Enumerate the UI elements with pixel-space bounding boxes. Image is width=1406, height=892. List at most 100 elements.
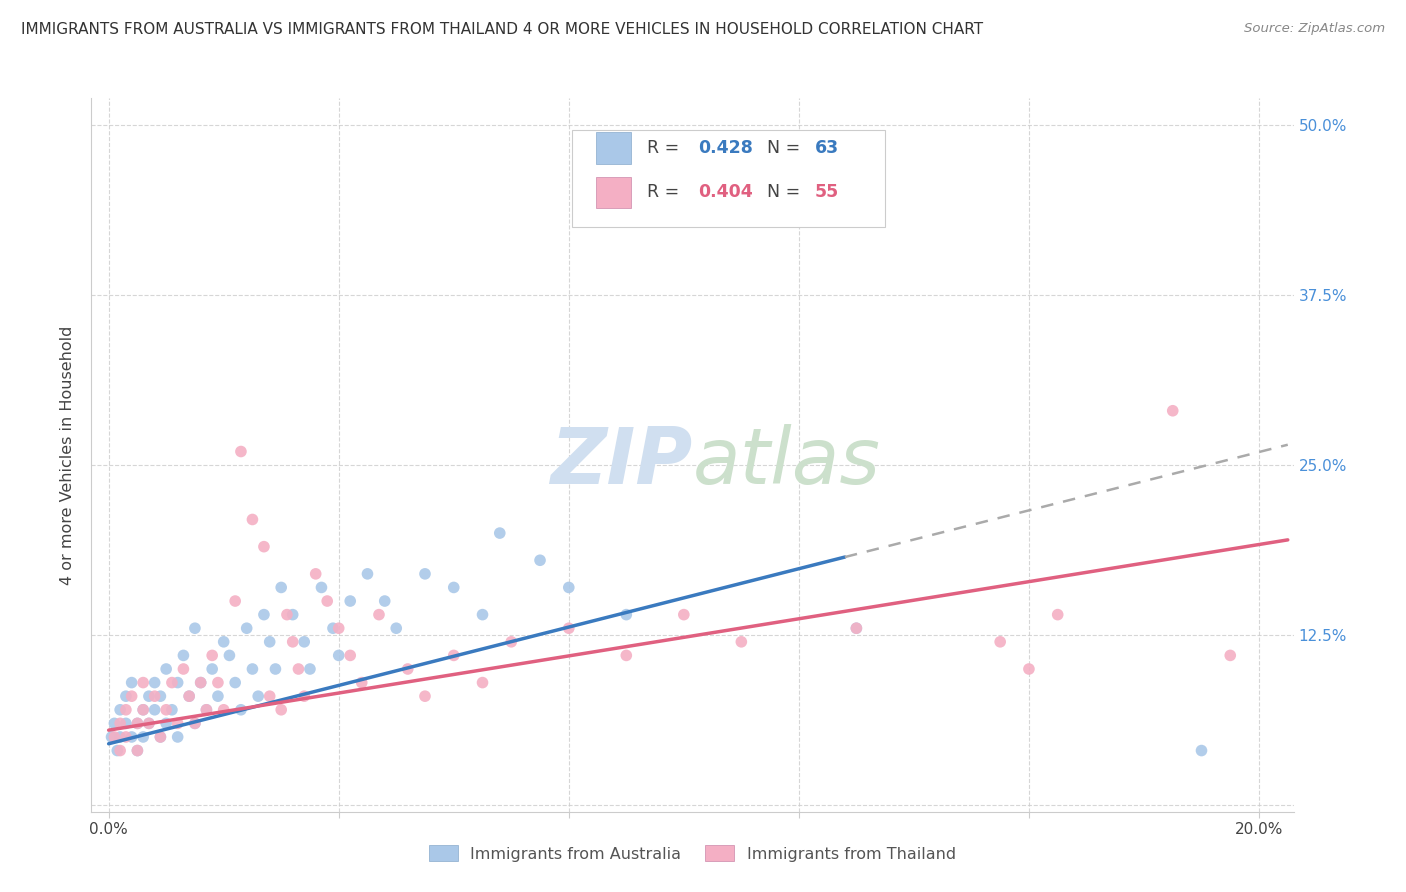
Point xyxy=(103,730,125,744)
Point xyxy=(132,675,155,690)
Point xyxy=(132,703,155,717)
Point xyxy=(127,716,149,731)
Point xyxy=(339,594,361,608)
Point xyxy=(108,743,131,757)
Point xyxy=(281,635,304,649)
Point xyxy=(356,566,378,581)
Point xyxy=(115,730,138,744)
Text: 55: 55 xyxy=(815,184,839,202)
Point xyxy=(672,607,695,622)
Point xyxy=(443,648,465,663)
Point xyxy=(115,703,138,717)
Text: atlas: atlas xyxy=(692,424,880,500)
Point xyxy=(143,689,166,703)
Point xyxy=(127,743,149,757)
Text: IMMIGRANTS FROM AUSTRALIA VS IMMIGRANTS FROM THAILAND 4 OR MORE VEHICLES IN HOUS: IMMIGRANTS FROM AUSTRALIA VS IMMIGRANTS … xyxy=(21,22,983,37)
Legend: Immigrants from Australia, Immigrants from Thailand: Immigrants from Australia, Immigrants fr… xyxy=(422,838,963,868)
Point xyxy=(190,675,212,690)
Point xyxy=(1191,743,1213,757)
Point xyxy=(108,730,131,744)
Point xyxy=(242,512,264,526)
Point xyxy=(160,703,183,717)
Point xyxy=(242,662,264,676)
Text: N =: N = xyxy=(756,139,806,157)
Point xyxy=(201,662,224,676)
Text: ZIP: ZIP xyxy=(550,424,692,500)
Point xyxy=(127,716,149,731)
Point xyxy=(166,730,188,744)
Point xyxy=(311,581,333,595)
FancyBboxPatch shape xyxy=(596,132,631,164)
Point xyxy=(115,689,138,703)
Point xyxy=(149,730,172,744)
FancyBboxPatch shape xyxy=(596,177,631,208)
Point xyxy=(488,526,510,541)
Point xyxy=(529,553,551,567)
Point xyxy=(235,621,257,635)
Point xyxy=(247,689,270,703)
Point xyxy=(143,703,166,717)
Point xyxy=(149,730,172,744)
Point xyxy=(108,716,131,731)
Text: 0.404: 0.404 xyxy=(699,184,754,202)
Point xyxy=(350,675,373,690)
Point xyxy=(471,675,494,690)
Point xyxy=(212,703,235,717)
Point xyxy=(121,689,143,703)
Point xyxy=(287,662,309,676)
Point xyxy=(413,566,436,581)
Point xyxy=(270,703,292,717)
Point xyxy=(166,675,188,690)
Point xyxy=(259,689,281,703)
Point xyxy=(201,648,224,663)
Point xyxy=(385,621,408,635)
Point xyxy=(195,703,218,717)
Text: R =: R = xyxy=(647,184,685,202)
Text: N =: N = xyxy=(756,184,806,202)
Point xyxy=(270,581,292,595)
Point xyxy=(224,675,246,690)
Point xyxy=(292,689,315,703)
Point xyxy=(1161,403,1184,417)
Point xyxy=(172,662,194,676)
Point xyxy=(115,716,138,731)
Point xyxy=(143,675,166,690)
Point xyxy=(305,566,328,581)
Point xyxy=(149,689,172,703)
Point xyxy=(103,716,125,731)
Point xyxy=(413,689,436,703)
Point xyxy=(396,662,419,676)
FancyBboxPatch shape xyxy=(572,130,884,227)
Point xyxy=(443,581,465,595)
Point xyxy=(253,540,276,554)
Point xyxy=(108,703,131,717)
Point xyxy=(138,689,160,703)
Point xyxy=(259,635,281,649)
Point xyxy=(845,621,868,635)
Point xyxy=(166,716,188,731)
Text: 63: 63 xyxy=(815,139,839,157)
Point xyxy=(298,662,321,676)
Point xyxy=(845,621,868,635)
Point xyxy=(121,675,143,690)
Point xyxy=(328,621,350,635)
Point xyxy=(132,730,155,744)
Point xyxy=(368,607,391,622)
Point xyxy=(264,662,287,676)
Point xyxy=(190,675,212,690)
Point xyxy=(229,444,252,458)
Point xyxy=(614,607,637,622)
Point xyxy=(105,743,128,757)
Point xyxy=(138,716,160,731)
Point xyxy=(100,730,122,744)
Point xyxy=(276,607,298,622)
Point xyxy=(1018,662,1040,676)
Point xyxy=(316,594,339,608)
Point xyxy=(207,675,229,690)
Point xyxy=(471,607,494,622)
Point xyxy=(160,675,183,690)
Point xyxy=(172,648,194,663)
Point xyxy=(138,716,160,731)
Point xyxy=(179,689,201,703)
Text: 0.428: 0.428 xyxy=(699,139,754,157)
